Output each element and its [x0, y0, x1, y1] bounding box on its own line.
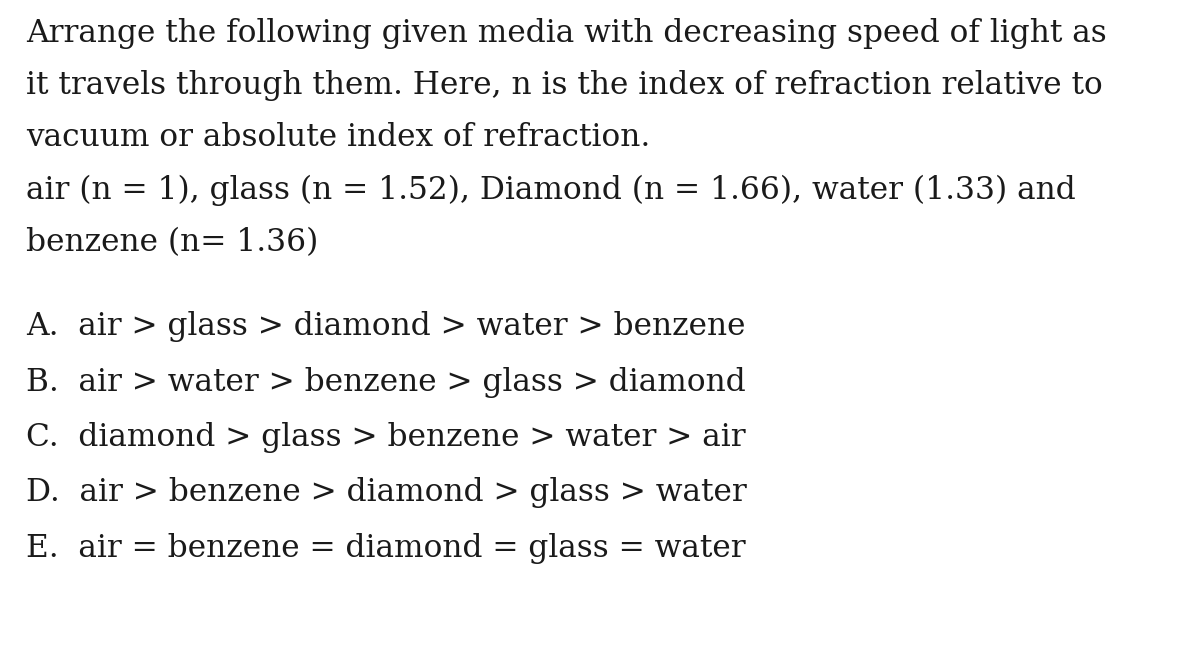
Text: benzene (n= 1.36): benzene (n= 1.36) [26, 227, 319, 258]
Text: E.  air = benzene = diamond = glass = water: E. air = benzene = diamond = glass = wat… [26, 533, 746, 564]
Text: C.  diamond > glass > benzene > water > air: C. diamond > glass > benzene > water > a… [26, 422, 746, 453]
Text: air (n = 1), glass (n = 1.52), Diamond (n = 1.66), water (1.33) and: air (n = 1), glass (n = 1.52), Diamond (… [26, 174, 1076, 206]
Text: vacuum or absolute index of refraction.: vacuum or absolute index of refraction. [26, 122, 650, 154]
Text: it travels through them. Here, n is the index of refraction relative to: it travels through them. Here, n is the … [26, 70, 1103, 102]
Text: A.  air > glass > diamond > water > benzene: A. air > glass > diamond > water > benze… [26, 311, 746, 342]
Text: B.  air > water > benzene > glass > diamond: B. air > water > benzene > glass > diamo… [26, 367, 746, 398]
Text: D.  air > benzene > diamond > glass > water: D. air > benzene > diamond > glass > wat… [26, 477, 748, 508]
Text: Arrange the following given media with decreasing speed of light as: Arrange the following given media with d… [26, 18, 1108, 49]
